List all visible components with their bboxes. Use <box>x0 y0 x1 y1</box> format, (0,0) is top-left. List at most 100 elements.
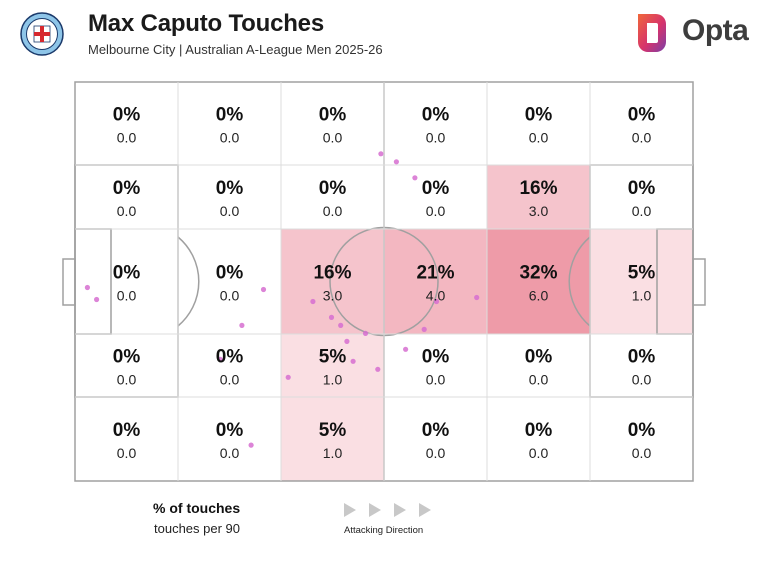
zone-per90-label: 0.0 <box>323 203 343 219</box>
touch-dot <box>248 442 254 448</box>
touch-dot <box>285 374 291 380</box>
zone-per90-label: 0.0 <box>220 288 240 304</box>
legend-per90-label: touches per 90 <box>154 521 241 536</box>
header: Max Caputo Touches Melbourne City | Aust… <box>0 0 768 70</box>
zone-percent-label: 21% <box>416 263 454 284</box>
zone-per90-label: 0.0 <box>220 445 240 461</box>
zone-percent-label: 0% <box>525 420 553 441</box>
zone-percent-label: 0% <box>216 263 244 284</box>
zone-per90-label: 0.0 <box>220 372 240 388</box>
zone-percent-label: 0% <box>422 347 450 368</box>
opta-wordmark: Opta <box>682 14 749 47</box>
touch-dot <box>94 296 100 303</box>
zone-percent-label: 5% <box>319 347 347 368</box>
club-badge-icon <box>20 12 64 56</box>
touch-dot <box>421 326 427 332</box>
attacking-direction-label: Attacking Direction <box>344 525 424 536</box>
opta-logo-icon <box>638 14 666 52</box>
zone-per90-label: 0.0 <box>426 445 446 461</box>
zone-percent-label: 0% <box>216 420 244 441</box>
zone-per90-label: 0.0 <box>220 203 240 219</box>
zone-percent-label: 0% <box>422 178 450 199</box>
zone-percent-label: 0% <box>422 105 450 126</box>
zone-per90-label: 6.0 <box>529 288 549 304</box>
zone-per90-label: 0.0 <box>426 130 446 146</box>
zone-per90-label: 0.0 <box>529 130 549 146</box>
zone-percent-label: 0% <box>113 263 141 284</box>
zone-percent-label: 32% <box>519 263 557 284</box>
zone-percent-label: 0% <box>628 347 656 368</box>
zone-per90-label: 4.0 <box>426 288 446 304</box>
zone-per90-label: 0.0 <box>117 372 137 388</box>
left-goal <box>62 258 76 306</box>
touch-dot <box>393 159 399 165</box>
zone-percent-label: 0% <box>422 420 450 441</box>
zone-percent-label: 16% <box>313 263 351 284</box>
touch-dot <box>260 286 267 293</box>
heatmap-cell <box>590 229 693 334</box>
zone-per90-label: 3.0 <box>529 203 549 219</box>
heatmap-cells <box>281 165 693 481</box>
heatmap-cell <box>384 229 487 334</box>
left-penalty-arc <box>177 236 200 327</box>
zone-per90-label: 1.0 <box>323 372 343 388</box>
attacking-direction-arrows-icon <box>344 503 431 517</box>
zone-percent-label: 0% <box>216 347 244 368</box>
touch-dots <box>84 151 480 448</box>
zone-percent-label: 5% <box>628 263 656 284</box>
zone-percent-label: 0% <box>113 105 141 126</box>
zone-per90-label: 0.0 <box>323 130 343 146</box>
zone-per90-label: 0.0 <box>117 130 137 146</box>
zone-per90-label: 1.0 <box>632 288 652 304</box>
zone-percent-label: 0% <box>319 105 347 126</box>
touch-dot <box>84 284 90 291</box>
page-title: Max Caputo Touches <box>88 10 324 37</box>
zone-percent-label: 0% <box>525 105 553 126</box>
zone-per90-label: 0.0 <box>117 203 137 219</box>
right-penalty-arc <box>568 236 591 327</box>
zone-percent-label: 0% <box>319 178 347 199</box>
zone-percent-label: 0% <box>628 420 656 441</box>
left-six-yard-box <box>74 228 112 335</box>
heatmap-cell <box>281 397 384 481</box>
zone-percent-label: 0% <box>216 105 244 126</box>
touch-dot <box>217 356 223 362</box>
zone-per90-label: 1.0 <box>323 445 343 461</box>
touch-dot <box>328 314 335 320</box>
zone-percent-label: 0% <box>628 178 656 199</box>
zone-per90-label: 0.0 <box>220 130 240 146</box>
zone-percent-label: 0% <box>113 420 141 441</box>
zone-percent-label: 16% <box>519 178 557 199</box>
zone-per90-label: 0.0 <box>529 372 549 388</box>
touch-dot <box>474 294 480 301</box>
touch-dot <box>310 298 316 305</box>
touch-dot <box>338 322 344 328</box>
heatmap-cell <box>281 334 384 397</box>
touch-dot <box>433 298 440 305</box>
zone-per90-label: 0.0 <box>632 130 652 146</box>
heatmap-cell <box>487 165 590 229</box>
touch-dot <box>412 175 418 181</box>
touch-dot <box>344 338 350 344</box>
touch-dot <box>362 330 369 336</box>
heatmap-cell <box>487 229 590 334</box>
zone-per90-label: 3.0 <box>323 288 343 304</box>
zone-percent-label: 0% <box>113 178 141 199</box>
touch-dot <box>378 151 384 157</box>
zone-percent-label: 0% <box>628 105 656 126</box>
touch-dot <box>239 322 245 328</box>
zone-percent-label: 0% <box>113 347 141 368</box>
touch-dot <box>403 346 409 352</box>
zone-per90-label: 0.0 <box>117 288 137 304</box>
right-goal <box>692 258 706 306</box>
zone-per90-label: 0.0 <box>117 445 137 461</box>
zone-gridlines <box>75 82 693 481</box>
zone-per90-label: 0.0 <box>632 445 652 461</box>
zone-per90-label: 0.0 <box>426 203 446 219</box>
zone-percent-label: 0% <box>216 178 244 199</box>
zone-per90-label: 0.0 <box>426 372 446 388</box>
zone-per90-label: 0.0 <box>529 445 549 461</box>
legend-percent-label: % of touches <box>153 500 241 516</box>
zone-percent-label: 0% <box>525 347 553 368</box>
